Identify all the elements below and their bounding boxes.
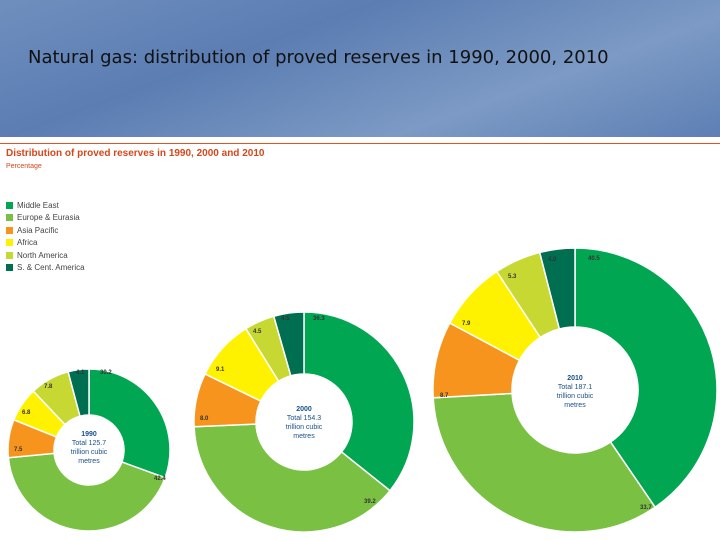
slice-2010-s-cent-america: [538, 247, 576, 330]
data-label-2010-2: 8.7: [440, 393, 449, 399]
legend-swatch: [6, 214, 13, 222]
slice-2010-europe-eurasia: [432, 392, 657, 533]
legend: Middle East Europe & Eurasia Asia Pacifi…: [6, 199, 85, 274]
data-label-1990-4: 7.8: [44, 384, 53, 390]
slice-2000-europe-eurasia: [193, 423, 391, 533]
chart-top-rule: [0, 143, 720, 144]
center-label-2010-3: metres: [564, 402, 586, 409]
legend-swatch: [6, 226, 13, 234]
center-label-1990-3: metres: [78, 458, 100, 465]
data-label-2000-3: 9.1: [216, 367, 225, 373]
data-label-2000-5: 4.5: [281, 316, 290, 322]
center-label-2010-0: 2010: [567, 375, 583, 382]
slide-title: Natural gas: distribution of proved rese…: [28, 47, 609, 68]
center-label-2000-2: trillion cubic: [286, 424, 323, 431]
slice-1990-middle-east: [88, 368, 171, 479]
center-label-2000-0: 2000: [296, 406, 312, 413]
legend-label: S. & Cent. America: [17, 263, 85, 273]
chart-subtitle: Percentage: [6, 163, 42, 170]
data-label-1990-5: 4.1: [76, 370, 85, 376]
slice-2000-middle-east: [303, 311, 415, 492]
center-label-2010-1: Total 187.1: [558, 384, 592, 391]
donut-2010: 40.5 33.7 8.7 7.9 5.3 4.0 2010 Total 187.1 trill…: [432, 247, 718, 533]
slide-header: Natural gas: distribution of proved rese…: [0, 0, 720, 137]
data-label-2000-1: 39.2: [364, 499, 376, 505]
legend-label: North America: [17, 250, 68, 260]
center-label-1990-0: 1990: [81, 431, 97, 438]
legend-item-africa: Africa: [6, 237, 85, 250]
data-label-2000-0: 36.3: [313, 316, 325, 322]
data-label-2010-4: 5.3: [508, 274, 517, 280]
legend-label: Asia Pacific: [17, 225, 59, 235]
slice-1990-europe-eurasia: [7, 452, 167, 532]
legend-swatch: [6, 239, 13, 247]
center-label-2000-3: metres: [293, 433, 315, 440]
center-label-2010-2: trillion cubic: [557, 393, 594, 400]
data-label-1990-3: 6.8: [22, 410, 31, 416]
data-label-2010-1: 33.7: [640, 505, 652, 511]
legend-item-north-america: North America: [6, 249, 85, 262]
data-label-2010-0: 40.5: [588, 256, 600, 262]
legend-label: Middle East: [17, 200, 59, 210]
slice-2000-s-cent-america: [272, 311, 305, 377]
legend-item-europe-eurasia: Europe & Eurasia: [6, 212, 85, 225]
center-label-1990-1: Total 125.7: [72, 440, 106, 447]
legend-swatch: [6, 201, 13, 209]
legend-item-asia-pacific: Asia Pacific: [6, 224, 85, 237]
legend-swatch: [6, 251, 13, 259]
data-label-2000-4: 4.5: [253, 329, 262, 335]
slice-2010-middle-east: [574, 247, 718, 509]
legend-item-s-cent-america: S. & Cent. America: [6, 262, 85, 275]
legend-swatch: [6, 264, 13, 272]
data-label-2010-3: 7.9: [462, 321, 471, 327]
data-label-1990-0: 30.2: [100, 370, 112, 376]
legend-item-middle-east: Middle East: [6, 199, 85, 212]
slice-1990-s-cent-america: [67, 368, 90, 418]
chart-title: Distribution of proved reserves in 1990,…: [6, 148, 265, 159]
donut-2000: 36.3 39.2 8.0 9.1 4.5 4.5 2000 Total 154.3 trill…: [193, 311, 415, 533]
data-label-1990-2: 7.5: [14, 447, 23, 453]
center-label-2000-1: Total 154.3: [287, 415, 321, 422]
center-label-1990-2: trillion cubic: [71, 449, 108, 456]
legend-label: Europe & Eurasia: [17, 213, 80, 223]
data-label-2010-5: 4.0: [548, 257, 557, 263]
donut-1990: 30.2 42.4 7.5 6.8 7.8 4.1 1990 Total 125.7 trill…: [7, 368, 171, 532]
data-label-1990-1: 42.4: [154, 476, 166, 482]
legend-label: Africa: [17, 238, 38, 248]
data-label-2000-2: 8.0: [200, 416, 209, 422]
